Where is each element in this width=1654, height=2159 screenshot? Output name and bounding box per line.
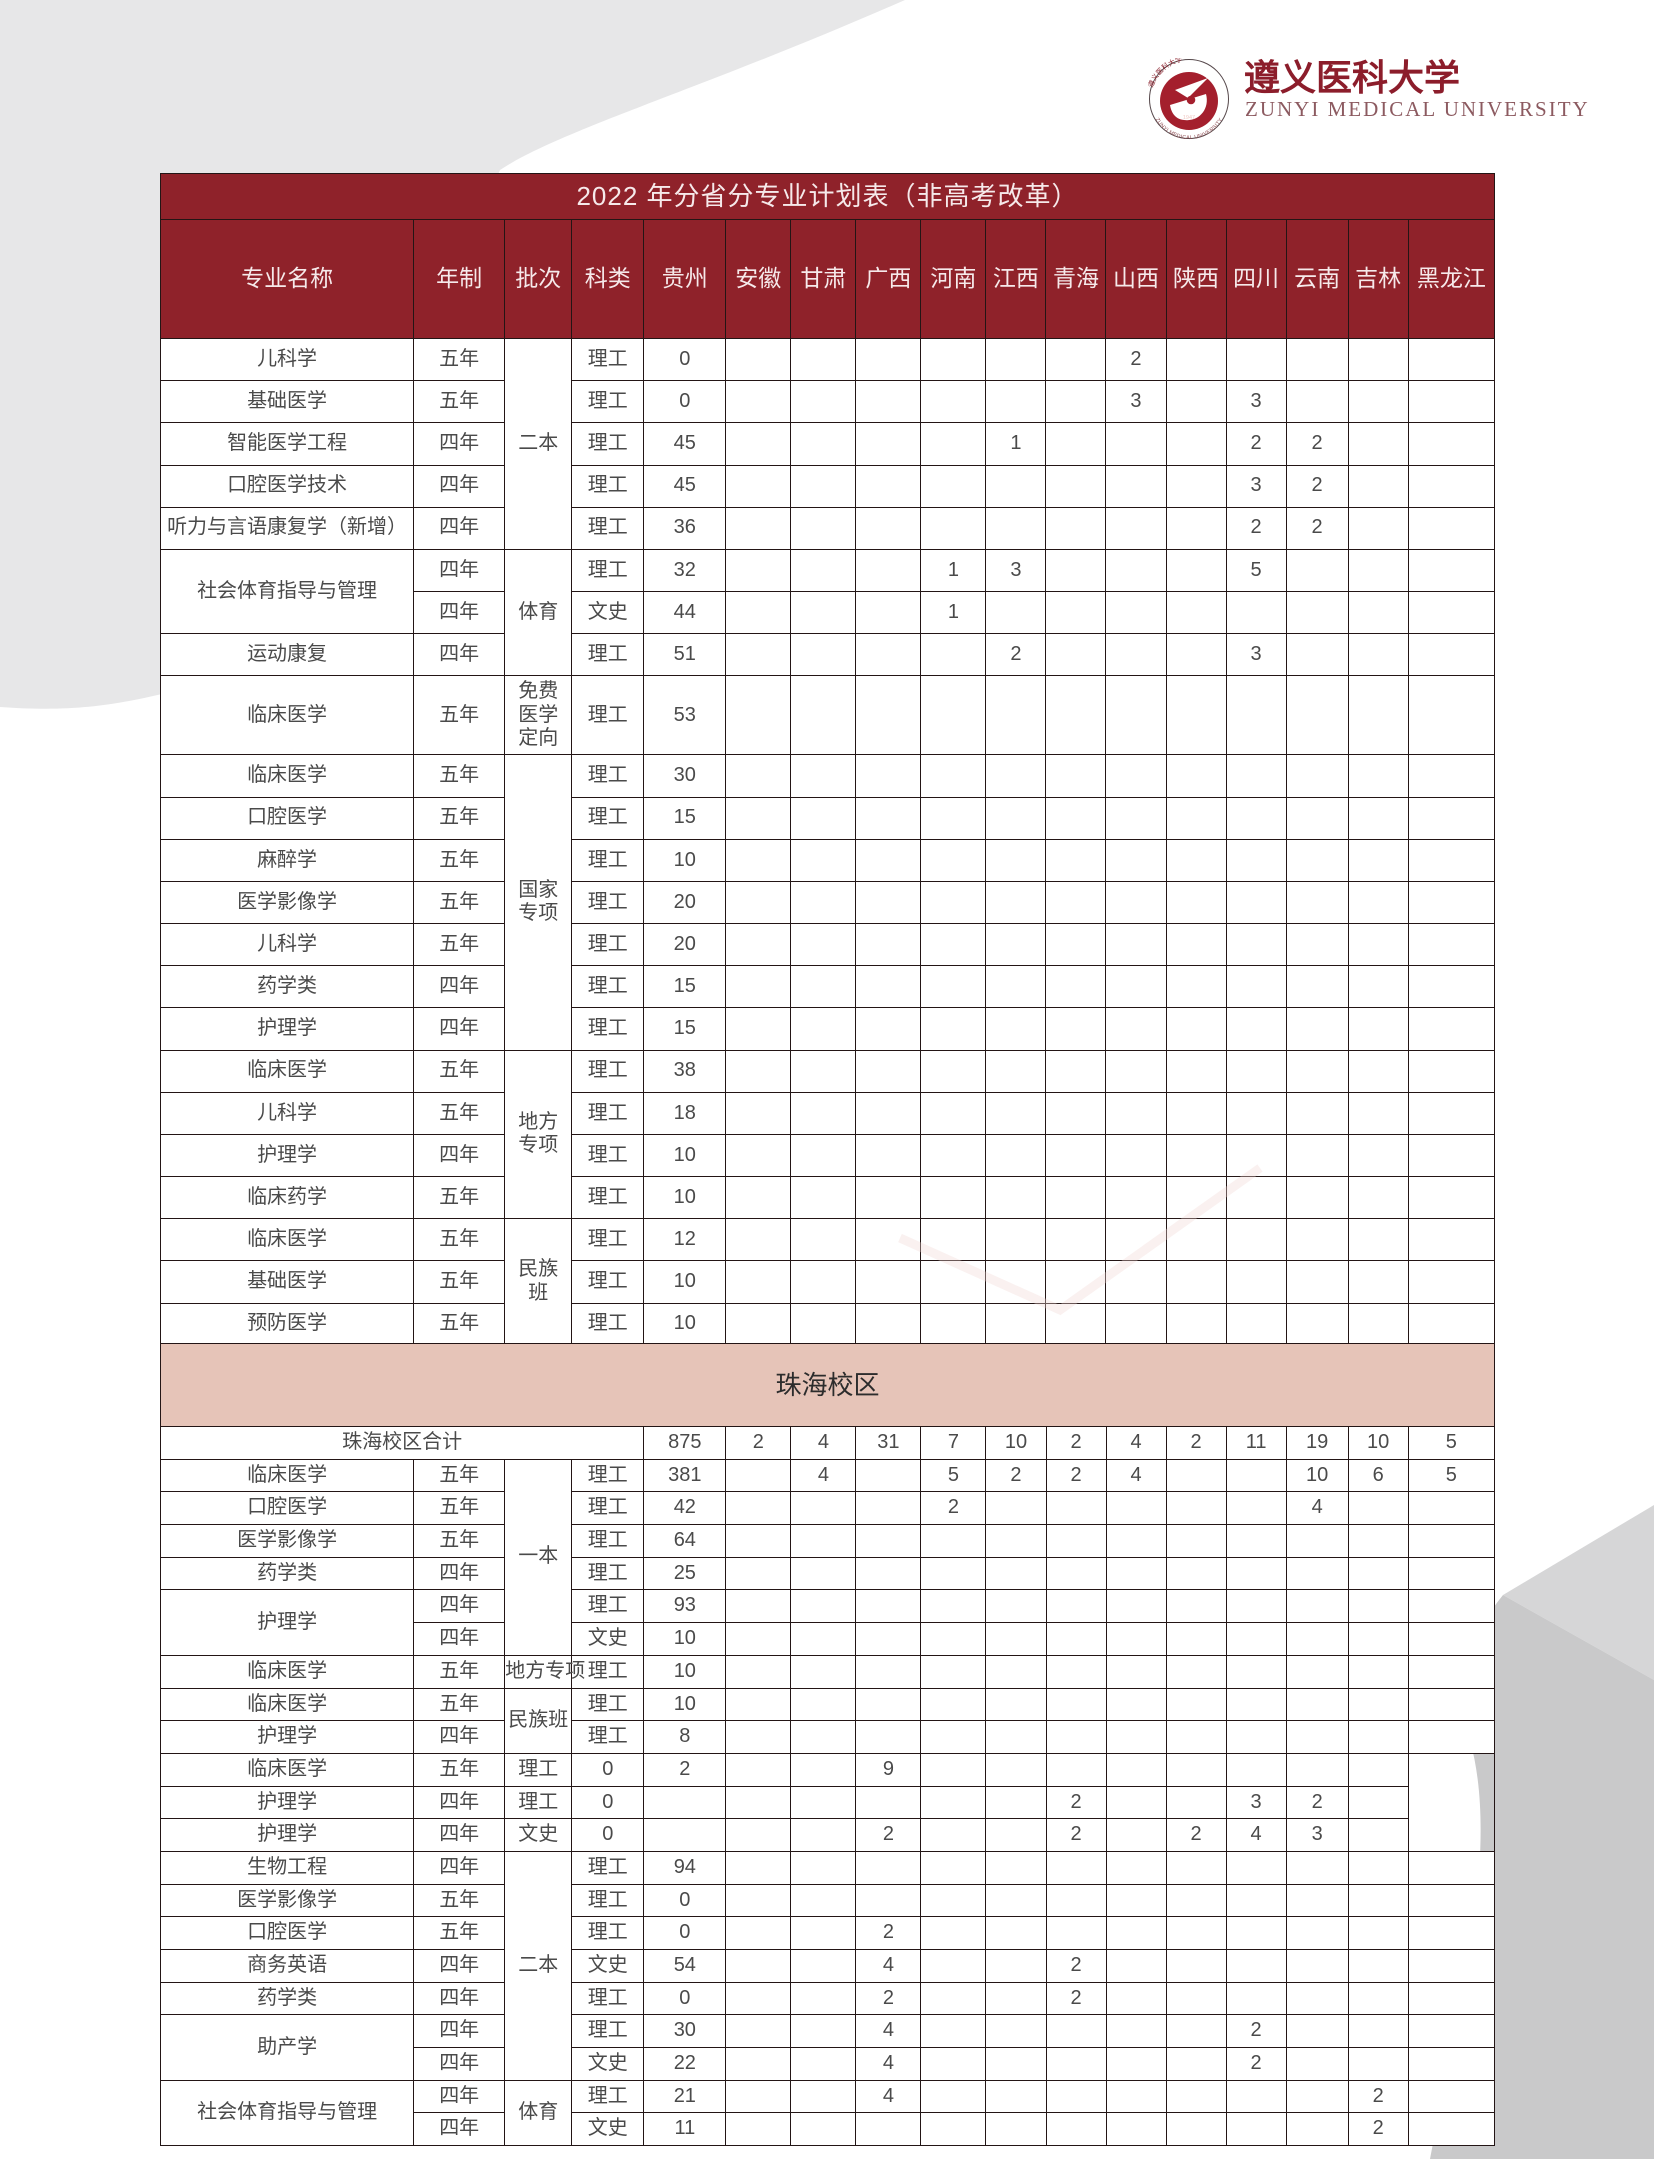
svg-text:ZUNYI MEDICAL UNIVERSITY: ZUNYI MEDICAL UNIVERSITY — [1245, 97, 1590, 121]
svg-text:遵义医科大学: 遵义医科大学 — [1244, 58, 1460, 98]
svg-text:1947: 1947 — [1183, 115, 1195, 121]
